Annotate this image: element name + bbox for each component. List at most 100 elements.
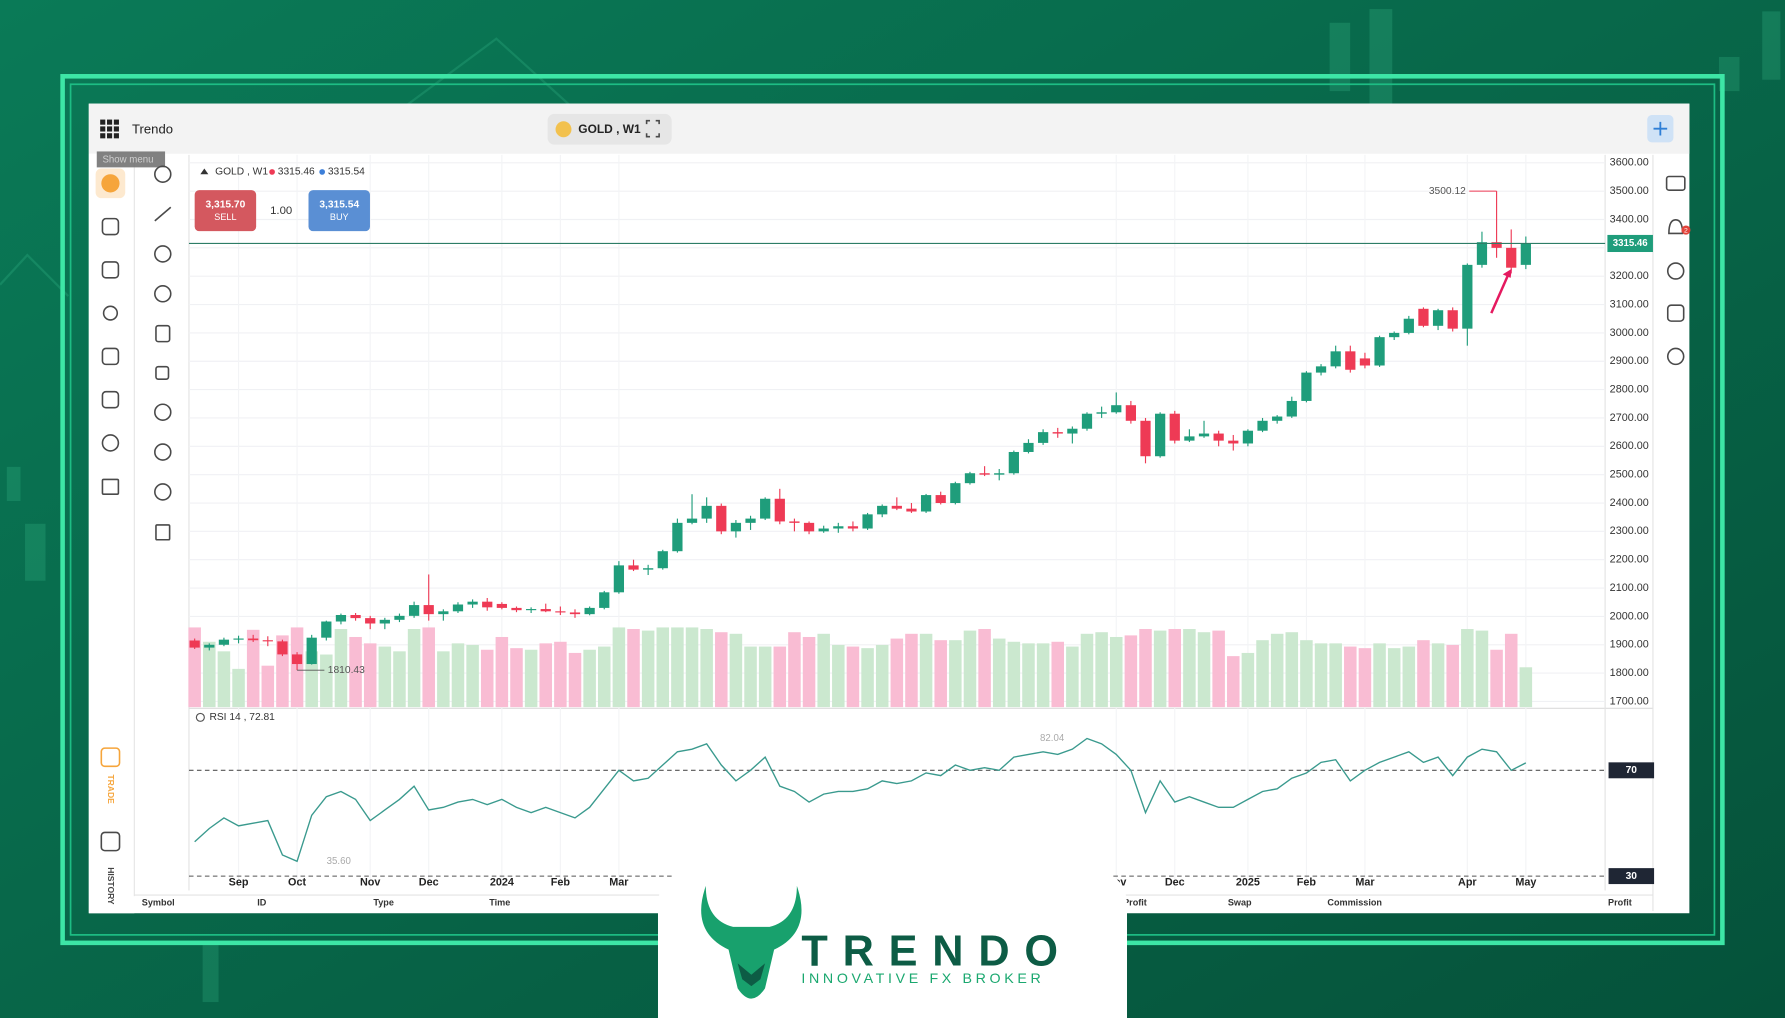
rsi-level-tag <box>1608 762 1655 779</box>
arrow-head <box>1502 268 1512 278</box>
y-tick-label: 2700.00 <box>1610 412 1649 424</box>
trade-icon[interactable] <box>100 747 121 768</box>
history-icon[interactable] <box>101 434 120 452</box>
orders-icon[interactable] <box>1666 262 1685 280</box>
volume-bar <box>1124 635 1138 708</box>
y-tick-label: 3000.00 <box>1610 327 1649 339</box>
lot-size[interactable]: 1.00 <box>270 205 292 217</box>
volume-bar <box>1373 643 1386 708</box>
legend-bid: 3315.46 <box>278 167 315 178</box>
dot <box>100 126 106 132</box>
account-icon <box>101 174 120 193</box>
candle-body <box>1081 413 1093 429</box>
x-tick-label: May <box>1515 876 1536 888</box>
decor <box>25 523 46 581</box>
candle-body <box>189 640 200 648</box>
volume-bar <box>890 638 904 708</box>
candle-body <box>1520 243 1531 265</box>
gift-icon[interactable] <box>101 478 120 495</box>
deposit-icon[interactable] <box>101 217 120 236</box>
volume-bar <box>715 632 728 708</box>
volume-bar <box>1051 641 1064 708</box>
x-tick-label: 2024 <box>490 876 514 888</box>
candle-body <box>248 638 259 641</box>
zoom-out-icon[interactable] <box>154 443 172 461</box>
y-tick-label: 2900.00 <box>1610 355 1649 367</box>
info-icon[interactable] <box>1666 347 1685 366</box>
expand-icon[interactable] <box>645 119 660 138</box>
sell-price: 3,315.70 <box>205 200 245 211</box>
volume-bar <box>773 646 787 708</box>
high-label: 3500.12 <box>1429 186 1466 197</box>
y-tick-label: 3600.00 <box>1610 157 1649 169</box>
volume-bar <box>700 629 713 708</box>
volume-bar <box>656 627 670 708</box>
candle-body <box>365 618 376 624</box>
volume-bar <box>1153 630 1167 708</box>
candle-body <box>920 495 932 512</box>
y-tick-label: 3100.00 <box>1610 298 1649 310</box>
list-icon[interactable] <box>1666 304 1685 322</box>
table-header: Profit <box>1123 897 1147 907</box>
brand-tagline: INNOVATIVE FX BROKER <box>801 971 1044 987</box>
candle-body <box>716 505 727 532</box>
brand-name: TRENDO <box>801 928 1072 976</box>
candle-body <box>760 498 771 519</box>
volume-bar <box>1197 632 1211 708</box>
decor <box>1369 9 1393 105</box>
trash-icon[interactable] <box>155 524 171 541</box>
y-tick-label: 2300.00 <box>1610 525 1649 537</box>
symbol-pill[interactable] <box>547 113 672 145</box>
tool-icon[interactable] <box>154 165 172 183</box>
candle-body <box>1345 351 1356 370</box>
volume-bar <box>1344 646 1357 708</box>
y-tick-label: 2400.00 <box>1610 497 1649 509</box>
legend-collapse[interactable] <box>200 168 209 175</box>
settings-icon[interactable] <box>154 483 172 501</box>
table-header: Profit <box>1608 897 1632 907</box>
tool-icon[interactable] <box>154 206 172 222</box>
volume-bar <box>1446 644 1459 708</box>
volume-bar <box>1241 652 1255 708</box>
signal-icon[interactable] <box>102 305 119 321</box>
tool-icon[interactable] <box>154 245 172 263</box>
history-tab[interactable]: HISTORY <box>106 867 116 905</box>
candle-body <box>613 565 625 593</box>
volume-bar <box>1168 629 1182 708</box>
volume-bar <box>905 633 918 708</box>
candle-body <box>1008 451 1019 474</box>
y-tick-label: 1800.00 <box>1610 667 1649 679</box>
volume-bar <box>1387 648 1401 708</box>
badge <box>1681 225 1691 235</box>
trade-tab[interactable]: TRADE <box>106 774 116 804</box>
candle-body <box>643 568 654 570</box>
menu-grid-icon[interactable] <box>100 119 119 139</box>
candle-body <box>994 473 1005 475</box>
volume-bar <box>437 651 450 708</box>
volume-bar <box>349 636 362 708</box>
buy-button[interactable] <box>308 190 370 232</box>
rsi-value-label: 82.04 <box>1040 733 1065 744</box>
calendar-icon[interactable] <box>101 390 120 409</box>
x-tick-label: Dec <box>419 876 439 888</box>
sidebar-icons <box>100 217 121 852</box>
tool-icon[interactable] <box>155 324 171 343</box>
analytics-icon[interactable] <box>101 347 120 366</box>
y-tick-label: 2200.00 <box>1610 554 1649 566</box>
zoom-in-icon[interactable] <box>154 403 172 421</box>
table-header: Swap <box>1228 897 1252 907</box>
volume-bar <box>729 633 743 708</box>
candle-body <box>482 601 493 608</box>
volume-bar <box>261 665 275 708</box>
history-tab-icon[interactable] <box>100 831 121 852</box>
volume-bar <box>1066 646 1079 708</box>
chat-icon[interactable] <box>1665 175 1686 191</box>
sell-button[interactable] <box>194 190 257 232</box>
withdraw-icon[interactable] <box>101 261 120 279</box>
tool-icon[interactable] <box>155 365 170 380</box>
candle-body <box>1330 351 1341 367</box>
candle-body <box>262 640 273 642</box>
tool-icon[interactable] <box>154 285 172 303</box>
